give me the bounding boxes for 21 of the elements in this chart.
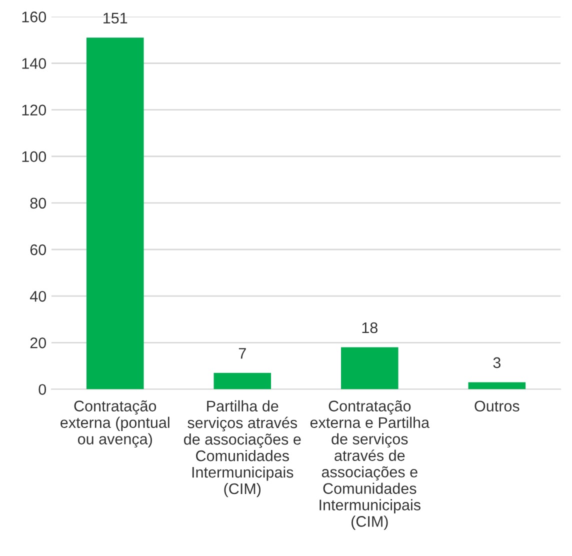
bar (341, 347, 398, 390)
data-label: 3 (493, 357, 500, 368)
y-tick-label: 160 (22, 12, 46, 22)
data-label: 18 (362, 322, 378, 334)
x-tick-label: Outros (474, 400, 520, 412)
x-tick-label: Partilha de serviços através de associações e Comunidades Intermunicipais (CIM) (184, 400, 301, 498)
y-tick-label: 100 (22, 151, 46, 162)
bar (86, 38, 144, 390)
y-tick-label: 140 (22, 58, 46, 69)
y-tick-label: 20 (30, 338, 46, 348)
data-label: 7 (238, 348, 246, 359)
y-tick-label: 40 (30, 290, 46, 302)
bar (468, 382, 526, 390)
x-tick-label: Contratação externa e Partilha de serviços através de associações e Comunidades Intermunicipais (CIM) (310, 400, 430, 530)
bar (214, 372, 272, 390)
y-tick-label: 80 (30, 198, 46, 209)
y-tick-label: 120 (22, 104, 46, 116)
x-tick-label: Contratação externa (pontual ou avença) (60, 400, 170, 448)
y-tick-label: 60 (30, 244, 46, 256)
data-label: 151 (104, 12, 128, 24)
y-tick-label: 0 (38, 384, 46, 395)
